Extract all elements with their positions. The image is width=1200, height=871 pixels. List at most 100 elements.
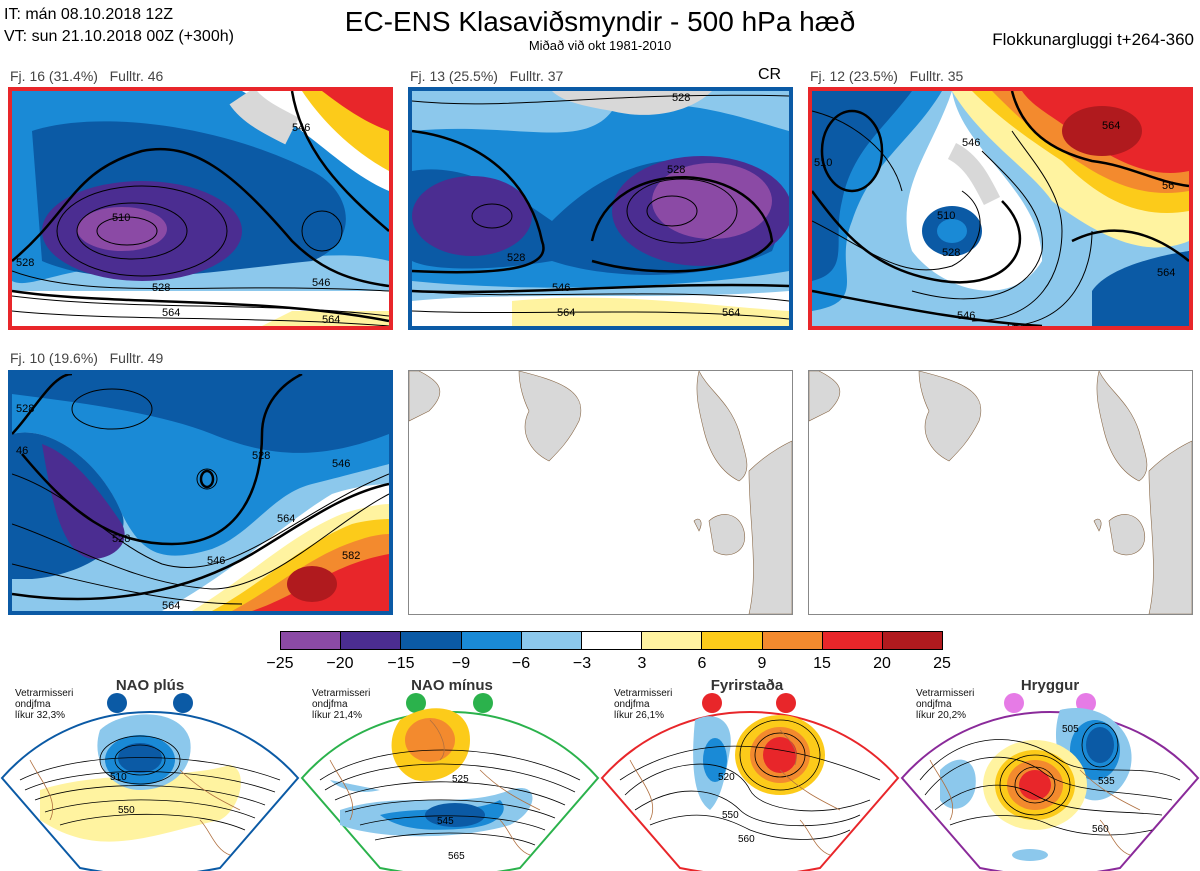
colorbar (280, 631, 943, 650)
regime-3-note-line2: ondjfma (614, 699, 650, 710)
colorbar-swatch-1 (281, 632, 342, 649)
page-title: EC-ENS Klasaviðsmyndir - 500 hPa hæð (344, 6, 856, 37)
p4-contour-528a: 528 (16, 403, 34, 415)
p1-contour-546a: 546 (292, 122, 310, 134)
regime-4-map: 505 535 560 (900, 708, 1200, 871)
p4-contour-582: 582 (342, 550, 360, 562)
p1-contour-564b: 564 (322, 314, 340, 326)
p3-contour-510b: 510 (814, 157, 832, 169)
colorbar-swatch-5 (521, 632, 582, 649)
regime-1-note-line1: Vetrarmisseri (15, 688, 74, 699)
cluster-2-tag: CR (758, 66, 782, 83)
cluster-1-members: Fulltr. 46 (109, 68, 164, 84)
cluster-3-members: Fulltr. 35 (909, 68, 964, 84)
colorbar-swatch-10 (822, 632, 883, 649)
colorbar-swatch-4 (461, 632, 522, 649)
p1-contour-546b: 546 (312, 277, 330, 289)
p3-contour-564a: 564 (1102, 120, 1120, 132)
p3-contour-564b: 564 (1007, 322, 1025, 326)
regime-2-dot-left (406, 693, 426, 713)
classification-window: Flokkunargluggi t+264-360 (992, 30, 1194, 49)
p4-contour-46: 46 (16, 445, 28, 457)
regime-1-note-line2: ondjfma (15, 699, 51, 710)
p3-contour-56: 56 (1162, 180, 1174, 192)
cluster-3-label: Fj. 12 (23.5%) Fulltr. 35 (810, 68, 963, 84)
p1-contour-528a: 528 (16, 257, 34, 269)
empty-map-2 (808, 370, 1193, 615)
cluster-1-map: 546 510 528 528 546 564 564 (8, 87, 393, 330)
initial-time: IT: mán 08.10.2018 12Z (4, 6, 173, 23)
regime-4-dot-right (1076, 693, 1096, 713)
colorbar-swatch-7 (642, 632, 703, 649)
colorbar-swatch-3 (401, 632, 462, 649)
regime-3-contour-b: 550 (722, 810, 739, 821)
regime-2-contour-c: 565 (448, 851, 465, 862)
colorbar-tick: −15 (387, 655, 415, 672)
regime-4-contour-b: 535 (1098, 776, 1115, 787)
p4-contour-546a: 546 (332, 458, 350, 470)
page-subtitle: Miðað við okt 1981-2010 (528, 38, 672, 53)
colorbar-tick: 9 (757, 655, 767, 672)
empty-map-1 (408, 370, 793, 615)
p4-contour-564a: 564 (277, 513, 295, 525)
regime-3-contour-a: 520 (718, 772, 735, 783)
colorbar-tick: −25 (266, 655, 294, 672)
regime-2-note-line3: líkur 21,4% (312, 710, 363, 721)
p3-contour-510a: 510 (937, 210, 955, 222)
regime-3-title: Fyrirstaða (710, 677, 784, 694)
colorbar-swatch-2 (341, 632, 402, 649)
colorbar-tick: 15 (813, 655, 831, 672)
regime-4-contour-c: 560 (1092, 824, 1109, 835)
colorbar-tick: 6 (697, 655, 707, 672)
regime-2-title: NAO mínus (411, 677, 493, 694)
regime-1-note-line3: líkur 32,3% (15, 710, 66, 721)
p2-contour-564b: 564 (722, 307, 740, 319)
p4-contour-546b: 546 (207, 555, 225, 567)
regime-3-contour-c: 560 (738, 834, 755, 845)
valid-time: VT: sun 21.10.2018 00Z (+300h) (4, 28, 234, 45)
regime-1-dot-right (173, 693, 193, 713)
cluster-4-members: Fulltr. 49 (109, 350, 164, 366)
p1-contour-528b: 528 (152, 282, 170, 294)
regime-1-contour-a: 510 (110, 772, 127, 783)
regime-4-contour-a: 505 (1062, 724, 1079, 735)
p1-contour-564a: 564 (162, 307, 180, 319)
colorbar-swatch-9 (762, 632, 823, 649)
p3-contour-546a: 546 (962, 137, 980, 149)
header-times: IT: mán 08.10.2018 12Z VT: sun 21.10.201… (4, 4, 234, 48)
regime-2-contour-a: 525 (452, 774, 469, 785)
p2-contour-528b: 528 (667, 164, 685, 176)
regime-1-contour-b: 550 (118, 805, 135, 816)
colorbar-swatch-8 (702, 632, 763, 649)
colorbar-tick: 20 (873, 655, 891, 672)
colorbar-tick: 25 (933, 655, 951, 672)
cluster-2-members: Fulltr. 37 (509, 68, 564, 84)
p2-contour-528c: 528 (672, 92, 690, 104)
regime-4-title: Hryggur (1020, 677, 1080, 694)
regime-1-dot-left (107, 693, 127, 713)
colorbar-tick: 3 (637, 655, 647, 672)
cluster-2-label: Fj. 13 (25.5%) Fulltr. 37 (410, 68, 563, 84)
colorbar-swatch-6 (581, 632, 643, 649)
cluster-4-map: 528 528 546 564 582 546 564 46 528 (8, 370, 393, 615)
colorbar-tick: −20 (326, 655, 354, 672)
regime-3-map: 520 550 560 (600, 711, 900, 871)
p3-contour-564c: 564 (1157, 267, 1175, 279)
p1-contour-510: 510 (112, 212, 130, 224)
cluster-1-label: Fj. 16 (31.4%) Fulltr. 46 (10, 68, 163, 84)
cluster-4-percent: Fj. 10 (19.6%) (10, 350, 98, 366)
regime-3-dot-left (702, 693, 722, 713)
regime-2-note: Vetrarmisseri ondjfma líkur 21,4% (312, 688, 370, 721)
p2-contour-564a: 564 (557, 307, 575, 319)
colorbar-tick: −3 (572, 655, 592, 672)
regime-2-map: 525 545 565 (300, 708, 600, 871)
p2-contour-528a: 528 (507, 252, 525, 264)
regime-4-dot-left (1004, 693, 1024, 713)
cluster-4-label: Fj. 10 (19.6%) Fulltr. 49 (10, 350, 163, 366)
regime-1-title: NAO plús (115, 677, 185, 694)
cluster-2-map: 528 528 546 564 564 528 (408, 87, 793, 330)
p4-contour-564b: 564 (162, 600, 180, 611)
colorbar-tick: −6 (511, 655, 531, 672)
regime-4-note-line1: Vetrarmisseri (916, 688, 975, 699)
regime-4-note-line3: líkur 20,2% (916, 710, 967, 721)
